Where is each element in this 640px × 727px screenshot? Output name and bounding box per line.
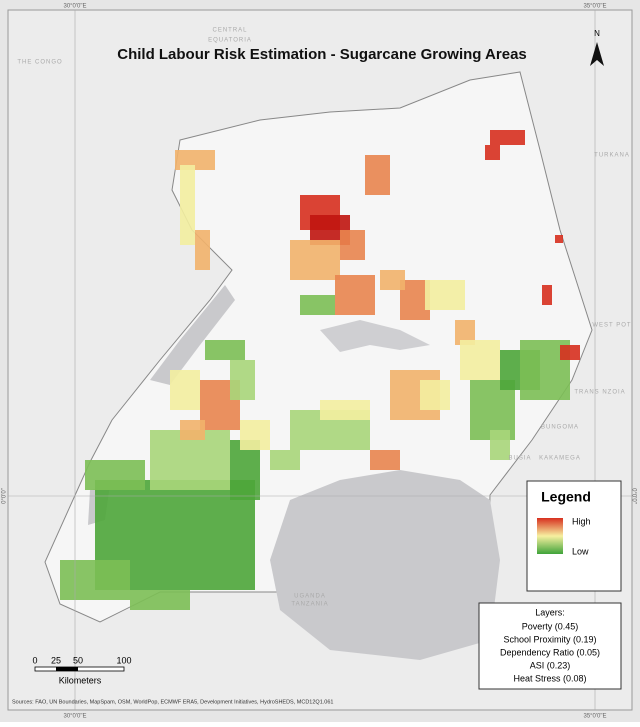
risk-cell	[130, 590, 190, 610]
place-label: EQUATORIA	[208, 38, 252, 44]
legend-ramp	[537, 518, 563, 554]
north-label: N	[594, 29, 600, 38]
layers-box	[478, 602, 622, 690]
risk-cell	[380, 270, 405, 290]
coord-label: 35°0'0"E	[583, 714, 606, 720]
place-label: THE CONGO	[17, 60, 62, 66]
risk-cell	[180, 165, 195, 245]
risk-cell	[180, 420, 205, 440]
risk-cell	[490, 130, 525, 145]
legend-high: High	[572, 516, 591, 526]
scale-unit: Kilometers	[59, 675, 102, 685]
risk-cell	[205, 340, 245, 360]
risk-cell	[240, 420, 270, 450]
north-arrow	[590, 42, 604, 66]
coord-label: 30°0'0"E	[63, 714, 86, 720]
risk-cell	[555, 235, 563, 243]
layers-heading: Layers:	[535, 607, 565, 617]
risk-cell	[230, 360, 255, 400]
legend-title: Legend	[541, 489, 591, 505]
sources: Sources: FAO, UN Boundaries, MapSpam, OS…	[12, 699, 333, 705]
scale-bar	[34, 666, 125, 672]
risk-cell	[60, 560, 130, 600]
coord-label: 30°0'0"E	[63, 4, 86, 10]
place-label: TURKANA	[594, 153, 630, 159]
risk-cell	[370, 450, 400, 470]
layer-item: School Proximity (0.19)	[503, 634, 596, 644]
place-label: TRANS NZOIA	[574, 390, 625, 396]
layer-item: Dependency Ratio (0.05)	[500, 647, 600, 657]
map-title: Child Labour Risk Estimation - Sugarcane…	[117, 46, 527, 63]
risk-cell	[195, 230, 210, 270]
risk-cell	[455, 320, 475, 345]
scale-bar	[56, 667, 78, 671]
risk-cell	[170, 370, 200, 410]
scale-label: 100	[116, 655, 131, 665]
coord-label: 0°0'0"	[630, 488, 636, 504]
lake-albert	[150, 285, 235, 385]
risk-cell	[270, 450, 300, 470]
coord-label: 0°0'0"	[2, 488, 8, 504]
risk-cell	[490, 430, 510, 460]
place-label: BUSIA	[508, 456, 531, 462]
layer-item: Heat Stress (0.08)	[513, 673, 586, 683]
risk-cell	[485, 145, 500, 160]
risk-cell	[320, 400, 370, 420]
risk-cell	[560, 345, 580, 360]
place-label: BUNGOMA	[541, 425, 579, 431]
layer-item: Poverty (0.45)	[522, 621, 579, 631]
place-label: KAKAMEGA	[539, 456, 581, 462]
scale-label: 50	[73, 655, 83, 665]
risk-cell	[460, 340, 500, 380]
lake-kyoga	[320, 320, 430, 352]
coord-label: 35°0'0"E	[583, 4, 606, 10]
lake-victoria	[270, 470, 500, 660]
legend-low: Low	[572, 546, 589, 556]
risk-cell	[365, 155, 390, 195]
place-label: UGANDA	[294, 594, 326, 600]
risk-cell	[542, 285, 552, 305]
scale-label: 25	[51, 655, 61, 665]
layer-item: ASI (0.23)	[530, 660, 571, 670]
risk-cell	[300, 295, 335, 315]
risk-cell	[85, 460, 145, 490]
risk-cell	[425, 280, 465, 310]
risk-cell	[340, 230, 365, 260]
risk-cell	[420, 380, 450, 410]
place-label: WEST POT	[592, 323, 631, 329]
place-label: CENTRAL	[212, 28, 247, 34]
risk-cell	[290, 240, 340, 280]
place-label: TANZANIA	[291, 602, 328, 608]
risk-cell	[335, 275, 375, 315]
scale-label: 0	[32, 655, 37, 665]
